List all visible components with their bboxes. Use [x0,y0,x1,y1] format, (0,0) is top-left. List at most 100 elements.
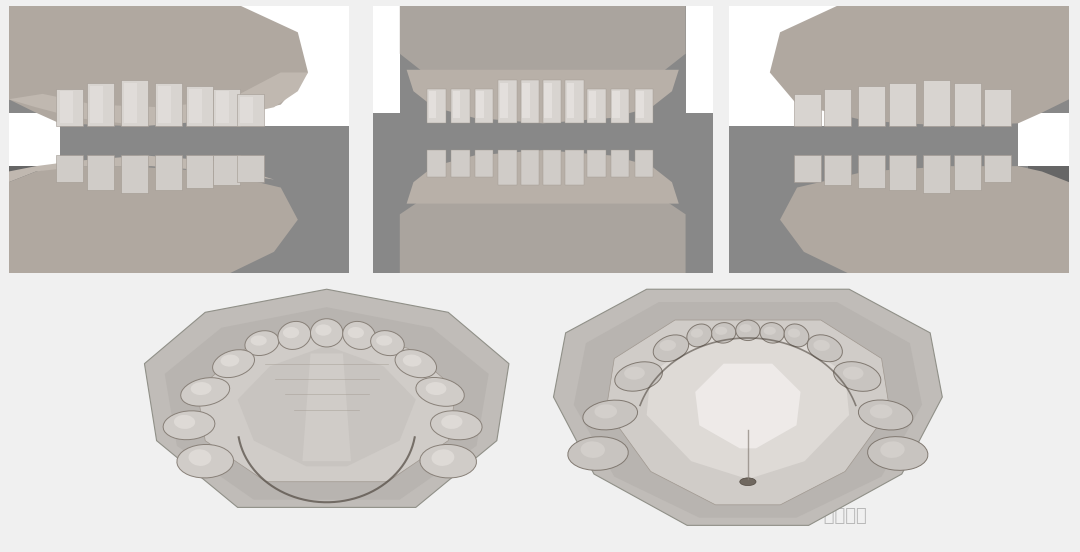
Ellipse shape [615,362,662,391]
Polygon shape [635,88,653,123]
Ellipse shape [442,415,462,429]
Ellipse shape [342,321,376,349]
Ellipse shape [568,437,629,470]
Polygon shape [9,6,349,273]
Ellipse shape [624,367,645,380]
Polygon shape [521,81,539,123]
Polygon shape [954,83,981,126]
Polygon shape [573,302,922,518]
Polygon shape [453,91,460,118]
Ellipse shape [177,444,233,478]
Polygon shape [59,91,72,123]
Polygon shape [373,6,400,113]
Polygon shape [198,328,457,482]
Polygon shape [499,81,517,123]
Polygon shape [542,150,562,185]
Polygon shape [373,6,713,273]
Ellipse shape [311,319,343,347]
Ellipse shape [174,415,195,429]
Ellipse shape [180,378,230,406]
Polygon shape [500,83,508,118]
Polygon shape [889,83,916,126]
Ellipse shape [653,335,689,362]
Polygon shape [475,88,494,123]
Polygon shape [159,86,172,123]
Ellipse shape [220,354,240,367]
Polygon shape [635,150,653,177]
Polygon shape [824,88,851,126]
Polygon shape [86,83,114,126]
Polygon shape [647,338,849,479]
Polygon shape [9,72,308,126]
Polygon shape [121,156,148,193]
Polygon shape [729,6,838,126]
Polygon shape [475,150,494,177]
Polygon shape [611,150,630,177]
Ellipse shape [788,328,800,338]
Ellipse shape [395,349,436,378]
Text: 公众号· 樱唇贝齿: 公众号· 樱唇贝齿 [780,507,867,525]
Polygon shape [729,6,1069,273]
Ellipse shape [403,354,421,367]
Ellipse shape [245,331,279,355]
Ellipse shape [740,478,756,486]
Ellipse shape [583,400,637,430]
Ellipse shape [740,324,752,332]
Polygon shape [400,6,686,81]
Ellipse shape [581,442,605,458]
Ellipse shape [869,404,892,418]
Polygon shape [86,156,114,190]
Polygon shape [544,83,552,118]
Polygon shape [565,150,583,185]
Polygon shape [91,86,104,123]
Polygon shape [523,83,530,118]
Polygon shape [586,88,606,123]
Ellipse shape [842,367,864,380]
Polygon shape [400,193,686,273]
Ellipse shape [163,411,215,440]
Polygon shape [794,94,821,126]
Polygon shape [145,289,509,507]
Polygon shape [302,353,351,461]
Polygon shape [476,91,484,118]
Polygon shape [213,156,240,185]
Ellipse shape [278,321,311,349]
Polygon shape [859,86,886,126]
Polygon shape [1018,113,1069,166]
Polygon shape [427,88,446,123]
Ellipse shape [315,325,332,336]
Polygon shape [499,150,517,185]
Ellipse shape [283,327,299,338]
Polygon shape [521,150,539,185]
Polygon shape [406,150,678,204]
Polygon shape [794,156,821,182]
Ellipse shape [416,378,464,406]
Ellipse shape [808,335,842,362]
Ellipse shape [867,437,928,470]
Polygon shape [216,91,229,123]
Polygon shape [373,6,713,273]
Polygon shape [686,6,713,113]
Polygon shape [450,88,470,123]
Polygon shape [565,81,583,123]
Ellipse shape [594,404,617,418]
Polygon shape [213,88,240,126]
Polygon shape [9,166,298,273]
Polygon shape [450,150,470,177]
Polygon shape [954,156,981,190]
Ellipse shape [784,324,809,347]
Polygon shape [238,346,416,466]
Polygon shape [9,113,59,166]
Polygon shape [606,320,890,505]
Polygon shape [9,6,349,273]
Ellipse shape [189,449,212,466]
Polygon shape [824,156,851,185]
Polygon shape [612,91,620,118]
Polygon shape [237,156,264,182]
Polygon shape [121,81,148,126]
Polygon shape [589,91,596,118]
Ellipse shape [370,331,404,355]
Ellipse shape [348,327,364,338]
Polygon shape [636,91,644,118]
Ellipse shape [764,327,775,335]
